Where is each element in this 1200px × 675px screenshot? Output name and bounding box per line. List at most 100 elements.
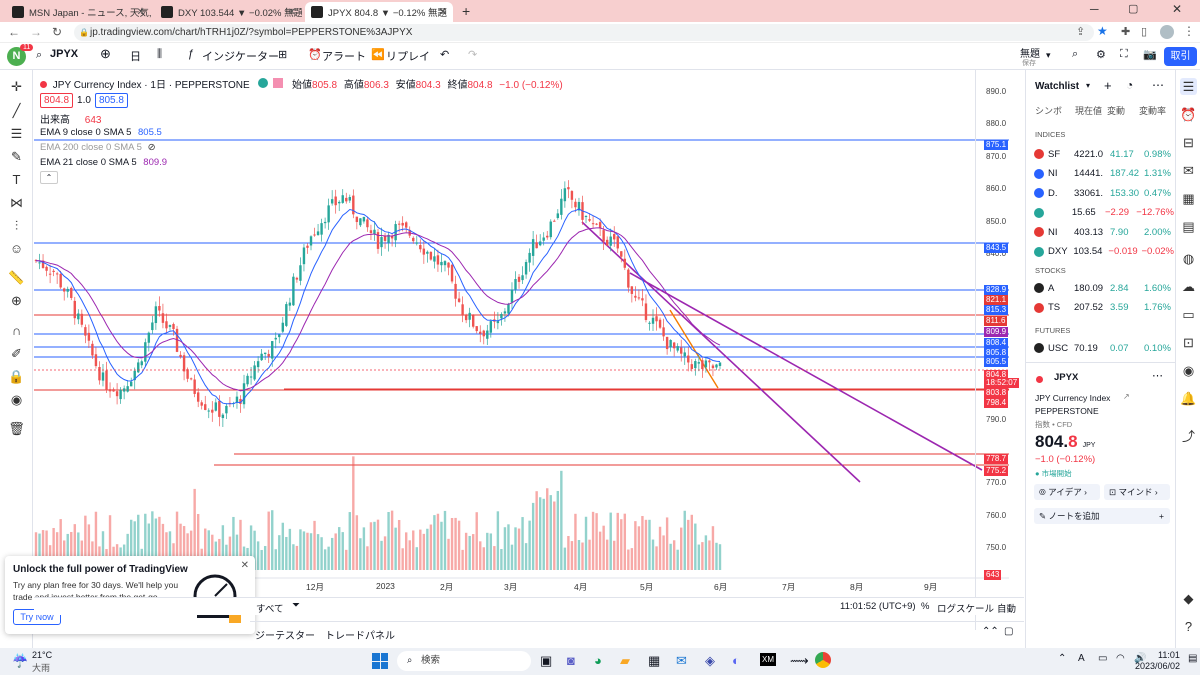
watchlist-row[interactable]: NI 14441. 187.42 1.31% (1034, 166, 1174, 182)
close-tab-icon[interactable]: ✕ (287, 6, 296, 18)
task-view-icon[interactable]: ▣ (540, 653, 553, 668)
indicators-button[interactable]: インジケーター (202, 51, 279, 63)
avatar[interactable]: N (7, 47, 26, 66)
taskbar-search[interactable]: ⌕ 検索 (397, 651, 531, 671)
watchlist-row[interactable]: DXY 103.54 −0.019 −0.02% (1034, 244, 1174, 260)
price-axis[interactable]: 890.0 880.0 870.0 860.0 850.0 840.0 790.0 770.0… (975, 70, 1025, 630)
percent-scale-button[interactable]: % (921, 601, 930, 612)
replay-button[interactable]: リプレイ (386, 51, 430, 63)
forward-icon[interactable]: → (30, 25, 42, 39)
fullscreen-icon[interactable]: ⛶ (1120, 48, 1128, 60)
browser-tab-msn[interactable]: MSN Japan - ニュース, 天気, メール ✕ (6, 2, 151, 22)
share-icon[interactable]: ⇪ (1076, 26, 1086, 38)
maximize-panel-icon[interactable]: ▢ (1004, 626, 1014, 637)
reload-icon[interactable]: ↻ (52, 25, 63, 39)
file-explorer-icon[interactable]: ▰ (620, 653, 630, 668)
browser-tab-dxy[interactable]: DXY 103.544 ▼ −0.02% 無題 ✕ (155, 2, 302, 22)
new-tab-icon[interactable]: + (462, 3, 471, 19)
layers-icon[interactable]: ◆ (1183, 591, 1194, 606)
alert-button[interactable]: アラート (322, 51, 366, 63)
log-scale-button[interactable]: ログスケール (937, 604, 995, 615)
close-tab-icon[interactable]: ✕ (136, 6, 145, 18)
weather-temp[interactable]: 21°C (32, 650, 53, 660)
visibility-eye-icon[interactable]: ◉ (10, 392, 23, 407)
chart-pane[interactable]: JPY Currency Index · 1日 · PEPPERSTONE 始値… (5, 70, 1009, 634)
show-hidden-icons[interactable]: ⌃ (1058, 653, 1067, 664)
zoom-in-tool-icon[interactable]: ⊕ (11, 293, 22, 308)
object-tree-icon[interactable]: ⊟ (1183, 135, 1194, 150)
layout-name[interactable]: 無題 (1020, 49, 1040, 60)
section-stocks[interactable]: STOCKS (1035, 266, 1066, 275)
close-window-icon[interactable]: ✕ (1172, 2, 1183, 16)
col-change[interactable]: 変動 (1107, 106, 1126, 116)
profile-icon[interactable] (1160, 25, 1174, 39)
chart-title[interactable]: JPY Currency Index · 1日 · PEPPERSTONE (52, 80, 250, 91)
quick-search-icon[interactable]: ⌕ (1072, 48, 1079, 60)
redo-icon[interactable]: ↷ (468, 49, 478, 61)
settings-gear-icon[interactable]: ⚙ (1096, 49, 1106, 61)
external-link-icon[interactable]: ↗ (1123, 392, 1130, 401)
minds-button[interactable]: ⊡ マインド › (1104, 484, 1170, 500)
calendar-icon[interactable]: ▤ (1182, 219, 1195, 234)
notifications-bell-icon[interactable]: 🔔 (1180, 391, 1197, 406)
add-symbol-icon[interactable]: ⊕ (100, 46, 111, 61)
trade-button[interactable]: 取引 (1164, 47, 1197, 66)
buy-price-button[interactable]: 805.8 (94, 93, 128, 108)
indicators-icon[interactable]: ƒ (188, 48, 195, 60)
news-icon[interactable]: ▭ (1182, 307, 1195, 322)
watchlist-row[interactable]: SF 4221.0 41.17 0.98% (1034, 146, 1174, 162)
ema200-legend[interactable]: EMA 200 close 0 SMA 5 ⊘ (40, 142, 156, 153)
emoji-tool-icon[interactable]: ☺ (9, 241, 24, 256)
section-futures[interactable]: FUTURES (1035, 326, 1071, 335)
windows-start-icon[interactable] (372, 653, 388, 669)
pattern-tool-icon[interactable]: ⋈ (10, 195, 23, 210)
sidebar-icon[interactable]: ▯ (1141, 26, 1148, 38)
replay-icon[interactable]: ⏪ (371, 49, 385, 61)
language-icon[interactable]: A (1078, 653, 1085, 664)
volume-legend[interactable]: 出来高 643 (40, 111, 101, 126)
detail-symbol[interactable]: JPYX (1054, 372, 1079, 383)
col-last[interactable]: 現在値 (1075, 106, 1103, 116)
symbol-search-icon[interactable]: ⌕ (36, 49, 43, 61)
discord-icon[interactable]: ◐ (732, 653, 740, 668)
section-indices[interactable]: INDICES (1035, 130, 1066, 139)
app-icon[interactable]: ◈ (705, 653, 715, 668)
network-icon[interactable]: ◠ (1116, 653, 1125, 664)
more-options-icon[interactable]: ⋯ (1152, 370, 1163, 382)
clock-time[interactable]: 11:01 (1158, 650, 1180, 660)
ema21-legend[interactable]: EMA 21 close 0 SMA 5 809.9 (40, 157, 167, 168)
chat-icon[interactable]: ✉ (1183, 163, 1194, 178)
chat-bubble-icon[interactable]: ☁ (1182, 279, 1195, 294)
chrome-icon[interactable] (815, 652, 831, 668)
trend-icon[interactable]: ⤴ (1181, 429, 1195, 444)
watchlist-row[interactable]: D. 33061. 153.30 0.47% (1034, 185, 1174, 201)
lock-drawings-icon[interactable]: ✐ (11, 346, 22, 361)
edge-icon[interactable]: ◕ (594, 653, 602, 668)
minimize-window-icon[interactable]: ─ (1090, 2, 1099, 16)
close-tab-icon[interactable]: ✕ (438, 6, 447, 18)
detail-name[interactable]: JPY Currency Index (1035, 393, 1111, 403)
add-symbol-icon[interactable]: + (1104, 78, 1112, 93)
lock-icon[interactable]: 🔒 (8, 369, 25, 384)
bookmark-star-icon[interactable]: ★ (1097, 24, 1108, 38)
ema9-legend[interactable]: EMA 9 close 0 SMA 5 805.5 (40, 127, 162, 138)
maximize-window-icon[interactable]: ▢ (1128, 3, 1139, 15)
close-promo-icon[interactable]: ✕ (240, 560, 249, 571)
auto-scale-button[interactable]: 自動 (997, 604, 1017, 615)
horizontal-lines-tool-icon[interactable]: ☰ (10, 126, 23, 141)
clock-time[interactable]: 11:01:52 (UTC+9) (840, 601, 916, 612)
interval-button[interactable]: 日 (130, 51, 141, 63)
url-field[interactable]: 🔒 jp.tradingview.com/chart/hTRH1j0Z/?sym… (74, 24, 1094, 41)
browser-menu-icon[interactable]: ⋮ (1183, 24, 1195, 38)
tab-strategy-tester[interactable]: ジーテスター (255, 631, 315, 642)
go-to-date-icon[interactable]: ⏷ (292, 600, 300, 611)
store-icon[interactable]: ▦ (648, 653, 661, 668)
advanced-view-icon[interactable]: ◔ (1126, 78, 1134, 92)
trading-app-icon[interactable]: ⟿ (790, 653, 809, 668)
mind-icon[interactable]: ⊡ (1183, 335, 1194, 350)
trash-icon[interactable]: 🗑 (8, 421, 25, 436)
mail-icon[interactable]: ✉ (676, 653, 687, 668)
hidden-eye-icon[interactable]: ⊘ (147, 142, 156, 153)
volume-icon[interactable]: 🔊 (1134, 653, 1147, 664)
undo-icon[interactable]: ↶ (440, 49, 450, 61)
